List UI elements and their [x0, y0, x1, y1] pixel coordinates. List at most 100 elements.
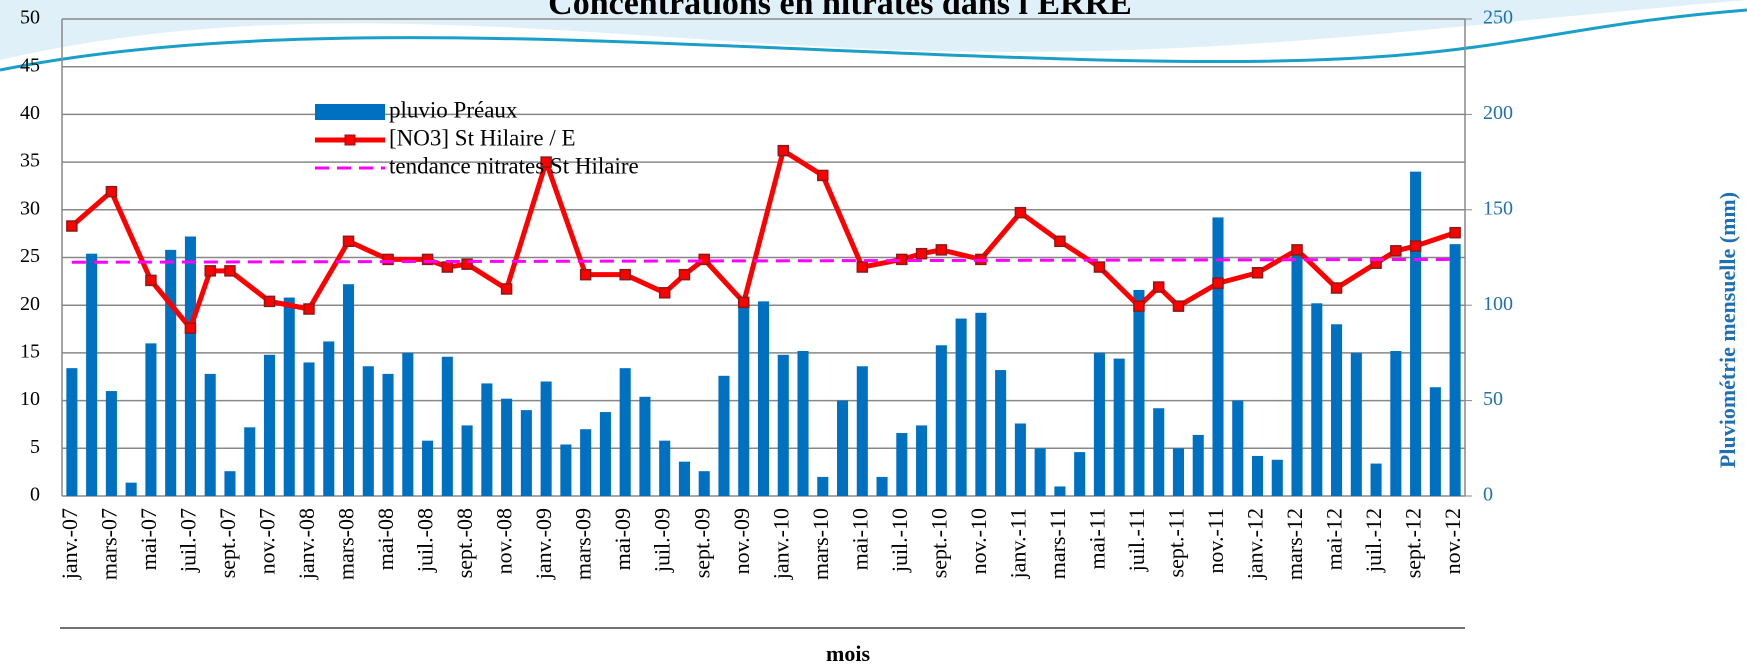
bar	[620, 368, 631, 496]
y2-axis-title: Pluviométrie mensuelle (mm)	[1715, 192, 1740, 468]
bar	[956, 319, 967, 496]
bar	[699, 471, 710, 496]
bar	[600, 412, 611, 496]
marker	[67, 221, 77, 231]
bar	[758, 301, 769, 496]
x-tick-label: mai-08	[373, 508, 398, 570]
x-tick-label: juil.-12	[1361, 508, 1386, 573]
legend-label: tendance nitrates St Hilaire	[389, 153, 639, 178]
y2-tick-label: 200	[1483, 102, 1513, 124]
x-tick-label: mars-12	[1282, 508, 1307, 580]
marker	[1450, 228, 1460, 238]
y-tick-label: 20	[20, 293, 40, 315]
bar	[1074, 452, 1085, 496]
bar	[1173, 448, 1184, 496]
marker	[1134, 301, 1144, 311]
bar	[244, 427, 255, 496]
bar	[679, 462, 690, 496]
marker	[1015, 208, 1025, 218]
legend-label: [NO3] St Hilaire / E	[389, 125, 576, 150]
x-tick-label: sept.-11	[1164, 508, 1189, 577]
marker	[620, 270, 630, 280]
bar	[857, 366, 868, 496]
bar	[1153, 408, 1164, 496]
y2-tick-label: 250	[1483, 7, 1513, 29]
bar	[205, 374, 216, 496]
x-tick-label: nov.-07	[255, 508, 280, 574]
bar	[896, 433, 907, 496]
marker	[1094, 262, 1104, 272]
x-tick-label: mai-10	[847, 508, 872, 570]
bar	[1430, 387, 1441, 496]
y2-tick-label: 100	[1483, 293, 1513, 315]
x-tick-label: juil.-09	[650, 508, 675, 573]
marker	[1055, 236, 1065, 246]
bar	[1094, 353, 1105, 496]
marker	[818, 170, 828, 180]
y-tick-label: 40	[20, 102, 40, 124]
bar	[185, 237, 196, 496]
bar	[343, 284, 354, 496]
bar	[1015, 423, 1026, 496]
bar	[303, 362, 314, 496]
bar	[1331, 324, 1342, 496]
marker	[106, 187, 116, 197]
line	[72, 259, 1455, 262]
bar	[383, 374, 394, 496]
x-tick-label: juil.-08	[413, 508, 438, 573]
x-tick-label: sept.-07	[215, 508, 240, 578]
y2-tick-label: 50	[1483, 388, 1503, 410]
bar	[126, 483, 137, 496]
marker	[778, 146, 788, 156]
bar	[541, 382, 552, 496]
x-tick-label: mars-07	[96, 508, 121, 580]
marker	[739, 297, 749, 307]
marker	[1391, 246, 1401, 256]
marker	[699, 254, 709, 264]
bar	[1311, 303, 1322, 496]
legend-label: pluvio Préaux	[389, 97, 518, 122]
bar	[580, 429, 591, 496]
bar	[560, 444, 571, 496]
marker	[936, 245, 946, 255]
bar	[86, 254, 97, 496]
marker	[1292, 245, 1302, 255]
bar	[1410, 172, 1421, 496]
bar	[442, 357, 453, 496]
marker	[146, 275, 156, 285]
bar	[264, 355, 275, 496]
x-tick-label: mai-11	[1084, 508, 1109, 570]
y-tick-label: 45	[20, 54, 40, 76]
x-tick-label: juil.-10	[887, 508, 912, 573]
bar	[837, 401, 848, 496]
marker	[1411, 241, 1421, 251]
bar	[481, 383, 492, 496]
legend-swatch	[315, 104, 385, 120]
x-tick-label: nov.-11	[1203, 508, 1228, 574]
marker	[679, 270, 689, 280]
bar	[1292, 250, 1303, 496]
bar	[462, 425, 473, 496]
bar	[718, 376, 729, 496]
x-tick-label: janv.-10	[768, 508, 793, 580]
y-tick-label: 30	[20, 197, 40, 219]
y-tick-label: 5	[30, 436, 40, 458]
x-tick-label: nov.-08	[492, 508, 517, 574]
bar	[1193, 435, 1204, 496]
bar	[1371, 464, 1382, 496]
x-tick-label: mai-12	[1322, 508, 1347, 570]
x-tick-label: janv.-09	[531, 508, 556, 580]
bar	[402, 353, 413, 496]
x-tick-label: janv.-08	[294, 508, 319, 580]
x-tick-label: nov.-10	[966, 508, 991, 574]
bar	[1035, 448, 1046, 496]
chart: Concentrations en nitrates dans l'ERRE m…	[0, 0, 1747, 667]
y-tick-label: 25	[20, 245, 40, 267]
x-tick-label: nov.-12	[1440, 508, 1465, 574]
marker	[1253, 268, 1263, 278]
x-tick-label: mars-10	[808, 508, 833, 580]
marker	[917, 249, 927, 259]
x-tick-label: sept.-12	[1401, 508, 1426, 578]
bar	[323, 341, 334, 496]
marker	[857, 262, 867, 272]
